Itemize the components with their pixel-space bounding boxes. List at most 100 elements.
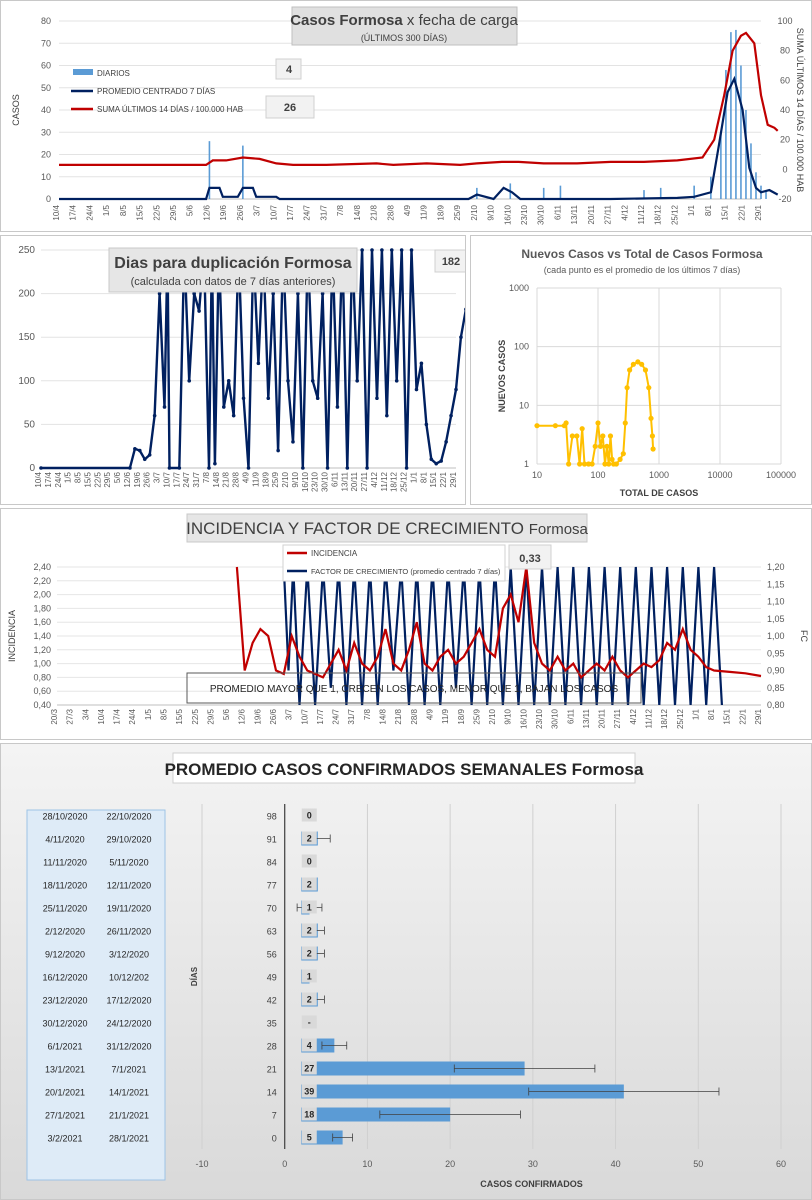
value-label-box (301, 969, 317, 983)
value-label-box (301, 1107, 317, 1121)
days-label: 91 (267, 835, 277, 845)
data-point (622, 420, 628, 426)
data-point (365, 466, 369, 470)
data-point (345, 466, 350, 470)
x-tick-label: 9/10 (487, 204, 496, 220)
y2-tick-label: 0,85 (767, 683, 785, 693)
y2-tick-label: 0,80 (767, 700, 785, 710)
x-tick-label: 2/10 (470, 204, 479, 220)
x-tick-label: 30/10 (321, 471, 330, 492)
data-point (394, 379, 399, 383)
value-label-box (301, 1130, 317, 1144)
y-axis-label: NUEVOS CASOS (497, 340, 507, 413)
daily-bar (643, 190, 645, 199)
date-start: 12/11/2020 (107, 881, 151, 891)
new-vs-total-chart-panel: Nuevos Casos vs Total de Casos Formosa (c… (470, 235, 812, 505)
x-tick-label: 25/12 (670, 204, 679, 225)
title-box (291, 6, 518, 46)
x-tick-label: 22/1 (738, 708, 747, 724)
daily-bar (559, 185, 562, 199)
days-label: 14 (267, 1088, 277, 1098)
y-tick-label: 200 (18, 289, 35, 300)
daily-bar (725, 69, 727, 199)
date-start: 17/12/2020 (106, 996, 151, 1006)
y-tick-label: 0,60 (33, 686, 51, 696)
data-point (569, 433, 575, 439)
date-start: 22/10/2020 (106, 812, 151, 822)
value-label: 39 (304, 1087, 314, 1097)
x-tick-label: 5/6 (186, 204, 195, 216)
days-label: 84 (267, 858, 277, 868)
x-tick-label: 24/7 (332, 708, 341, 724)
cases-chart-panel: 0 10 20 30 40 50 60 70 80 -20 0 20 40 60 80 100 10/4 17/4… (0, 0, 812, 232)
x-tick-label: 31/7 (192, 471, 201, 487)
x-tick-label: 10/4 (52, 204, 61, 220)
x-tick-label: 3/7 (285, 708, 294, 720)
data-point (604, 443, 610, 449)
data-point (414, 387, 419, 392)
data-point (320, 291, 325, 296)
daily-bar (242, 145, 244, 199)
x-tick-label: 18/12 (660, 708, 669, 729)
value-label: 2 (307, 949, 312, 959)
x-tick-label: 17/7 (286, 204, 295, 220)
y-tick-label: 150 (18, 332, 35, 343)
y2-tick-label: -20 (778, 194, 791, 204)
days-label: 7 (272, 1111, 277, 1121)
data-point (424, 422, 429, 427)
data-point (315, 396, 320, 401)
current-value: 0,33 (519, 553, 540, 565)
y2-tick-label: 0,95 (767, 648, 785, 658)
x-tick-label: 8/1 (707, 708, 716, 720)
value-label-box (301, 923, 317, 937)
data-point (577, 461, 583, 467)
value-label: 1 (307, 972, 312, 982)
data-point (325, 466, 330, 470)
daily-bar (740, 65, 742, 199)
x-tick-label: 6/11 (330, 471, 339, 487)
x-tick-label: 1/5 (64, 471, 73, 483)
data-point (646, 385, 652, 391)
x-tick-label: 13/11 (340, 471, 349, 491)
chart-title: Casos Formosa x fecha de carga (290, 12, 518, 29)
data-point (607, 433, 614, 439)
data-point (162, 405, 167, 409)
date-start: 5/11/2020 (109, 858, 148, 868)
x-tick-label: 31/7 (347, 708, 356, 724)
y-tick-label: 1,00 (33, 659, 51, 669)
x-tick-label: 6/11 (566, 708, 575, 724)
data-point (128, 466, 132, 470)
data-point (642, 367, 649, 373)
data-point (241, 396, 246, 401)
days-label: 35 (267, 1019, 277, 1029)
x-tick-label: 26/6 (143, 471, 152, 487)
x-tick-label: 1/1 (691, 708, 700, 720)
value-label: 2 (307, 926, 312, 936)
bar (301, 1084, 624, 1099)
bar (301, 1107, 451, 1122)
days-label: 28 (267, 1042, 277, 1052)
date-start: 21/1/2021 (109, 1111, 149, 1121)
x-tick-label: 25/12 (676, 708, 685, 729)
date-end: 11/11/2020 (43, 858, 87, 868)
y-tick-label: 40 (41, 105, 51, 115)
x-tick-label: 22/1 (439, 471, 448, 487)
x-tick-label: 10000 (707, 470, 732, 480)
x-tick-label: 29/1 (449, 471, 458, 487)
data-point (589, 461, 595, 467)
data-point (213, 461, 217, 466)
cases-chart: 0 10 20 30 40 50 60 70 80 -20 0 20 40 60 80 100 10/4 17/4… (11, 6, 805, 225)
x-tick-label: 6/11 (553, 204, 562, 220)
x-tick-label: 20/11 (350, 471, 359, 491)
x-tick-label: 8/1 (704, 204, 713, 216)
data-point (566, 461, 572, 467)
x-tick-label: 29/1 (754, 708, 763, 724)
x-tick-label: 28/8 (232, 471, 241, 487)
data-point (459, 335, 463, 339)
data-point (197, 309, 201, 313)
date-start: 7/1/2021 (111, 1065, 146, 1075)
x-tick-label: 10 (532, 470, 542, 480)
data-point (404, 466, 409, 470)
x-tick-label: 20/11 (587, 204, 596, 224)
x-tick-label: 17/7 (172, 471, 181, 487)
